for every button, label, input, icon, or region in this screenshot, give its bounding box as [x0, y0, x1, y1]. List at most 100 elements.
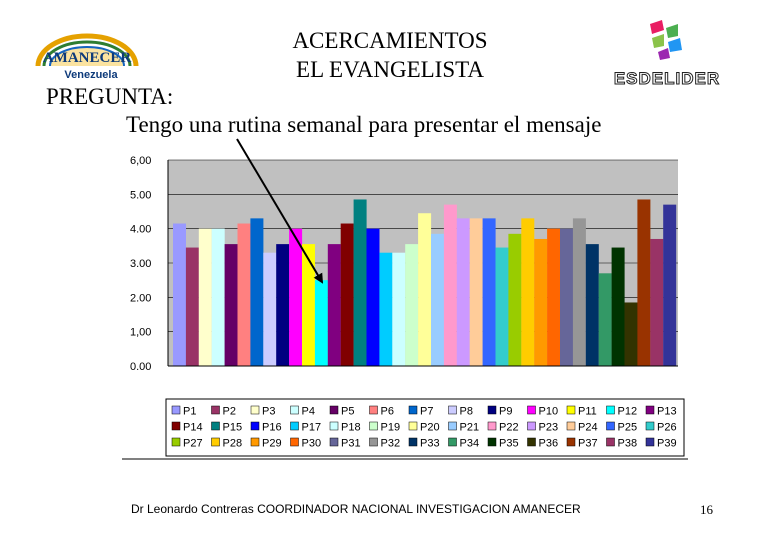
legend-label: P21 [460, 422, 480, 434]
bar-p37 [637, 199, 651, 366]
legend-swatch [566, 437, 576, 447]
sun-rays-icon [35, 33, 139, 67]
legend-label: P28 [223, 438, 243, 450]
legend-swatch [566, 405, 576, 415]
legend-label: P34 [460, 438, 480, 450]
bar-p24 [469, 218, 483, 366]
legend-swatch [329, 421, 339, 431]
legend-label: P24 [578, 422, 598, 434]
bar-p35 [611, 247, 625, 366]
legend-label: P37 [578, 438, 598, 450]
bar-p25 [482, 218, 496, 366]
legend-swatch [408, 437, 418, 447]
legend-label: P16 [262, 422, 282, 434]
bar-p15 [353, 199, 367, 366]
legend-label: P27 [183, 438, 203, 450]
y-tick-label: 0.00 [130, 361, 151, 373]
legend-label: P26 [657, 422, 677, 434]
legend-swatch [527, 421, 536, 431]
legend-label: P17 [302, 422, 322, 434]
legend-label: P1 [183, 406, 196, 418]
y-tick-label: 6,00 [130, 155, 151, 167]
bar-p21 [431, 233, 444, 366]
legend: P1 P2 P3 P4 P5 P6 P7 P8 P9 P10 P11 P12 P13 P14 P15 P16 P… [171, 405, 677, 450]
bar-p10 [289, 228, 303, 366]
bar-p31 [560, 228, 573, 366]
legend-swatch [369, 421, 378, 431]
legend-swatch [606, 405, 615, 415]
legend-swatch [487, 421, 497, 431]
legend-swatch [211, 421, 220, 431]
legend-swatch [211, 405, 220, 415]
legend-swatch [329, 437, 339, 447]
bar-p23 [456, 218, 470, 366]
legend-label: P12 [618, 406, 638, 418]
arrows-icon [650, 20, 682, 60]
bar-p30 [547, 228, 561, 366]
legend-swatch [645, 405, 655, 415]
page-number: 16 [700, 502, 713, 517]
legend-label: P13 [657, 406, 677, 418]
legend-label: P14 [183, 422, 203, 434]
y-tick-label: 1,00 [130, 327, 151, 339]
bar-p39 [663, 204, 677, 366]
legend-label: P22 [499, 422, 519, 434]
bar-p11 [302, 244, 315, 366]
legend-label: P35 [499, 438, 519, 450]
bar-p36 [624, 302, 638, 366]
bars [173, 199, 677, 366]
y-tick-label: 2.00 [130, 292, 151, 304]
legend-swatch [171, 421, 181, 431]
legend-swatch [606, 421, 615, 431]
legend-swatch [408, 421, 418, 431]
y-tick-label: 3.00 [130, 258, 151, 270]
legend-label: P5 [341, 406, 354, 418]
bar-p22 [443, 204, 457, 366]
pointer-arrow [236, 138, 324, 284]
legend-swatch [329, 405, 339, 415]
legend-swatch [527, 405, 536, 415]
legend-label: P38 [618, 438, 638, 450]
logo-right-text: ESDELIDER [614, 69, 720, 88]
legend-swatch [250, 437, 260, 447]
legend-swatch [250, 421, 260, 431]
bar-p17 [379, 252, 393, 366]
bar-p20 [418, 213, 432, 366]
legend-label: P36 [539, 438, 559, 450]
bar-p33 [585, 244, 599, 366]
bar-p3 [198, 228, 212, 366]
y-tick-label: 5.00 [130, 189, 151, 201]
legend-label: P31 [341, 438, 361, 450]
legend-label: P4 [302, 406, 315, 418]
legend-swatch [527, 437, 536, 447]
legend-label: P9 [499, 406, 512, 418]
legend-swatch [566, 421, 576, 431]
legend-swatch [448, 405, 457, 415]
legend-label: P3 [262, 406, 275, 418]
bar-p1 [173, 223, 186, 366]
legend-label: P29 [262, 438, 282, 450]
slide-title-line1: ACERCAMIENTOS [292, 28, 488, 53]
y-tick-label: 4.00 [130, 224, 151, 236]
legend-swatch [290, 421, 299, 431]
legend-label: P23 [539, 422, 559, 434]
legend-label: P15 [223, 422, 243, 434]
legend-swatch [487, 405, 497, 415]
logo-left-line2: Venezuela [64, 69, 118, 81]
legend-swatch [606, 437, 615, 447]
bar-p12 [314, 280, 328, 366]
bar-p19 [405, 244, 419, 366]
bar-p7 [250, 218, 264, 366]
legend-label: P2 [223, 406, 236, 418]
legend-label: P6 [381, 406, 394, 418]
legend-label: P8 [460, 406, 473, 418]
legend-swatch [487, 437, 497, 447]
bar-p13 [327, 244, 341, 366]
legend-label: P32 [381, 438, 401, 450]
legend-swatch [171, 437, 181, 447]
legend-label: P11 [578, 406, 597, 418]
legend-label: P30 [302, 438, 322, 450]
legend-label: P19 [381, 422, 401, 434]
legend-label: P10 [539, 406, 559, 418]
